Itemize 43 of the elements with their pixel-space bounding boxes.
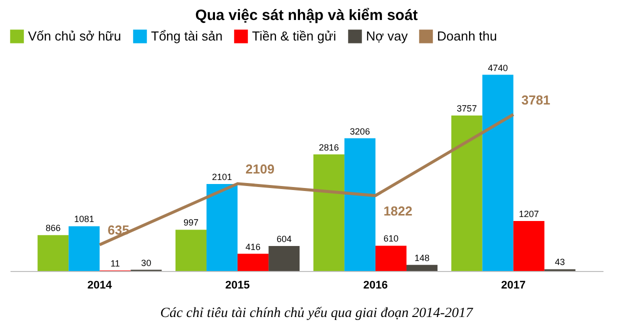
data-label: 2101: [212, 172, 232, 182]
bar: [238, 254, 269, 271]
data-label: 2816: [318, 142, 339, 152]
text: Các chỉ tiêu tài chính chủ yếu qua giai đoạn 2014-2017: [159, 306, 474, 322]
data-label: 610: [383, 234, 398, 244]
bar: [175, 230, 207, 271]
data-label: 3781: [521, 92, 550, 108]
bar: [513, 221, 544, 271]
legend-label: Vốn chủ sở hữu: [28, 28, 122, 44]
data-label: 4740: [488, 62, 508, 73]
data-label: 1207: [518, 209, 539, 220]
bar: [375, 246, 406, 271]
data-label: 1822: [383, 204, 412, 219]
x-tick-label: 2016: [363, 280, 388, 292]
bar: [268, 246, 300, 271]
bar: [451, 115, 482, 271]
bar: [344, 138, 376, 271]
chart-title: Qua việc sát nhập và kiểm soát: [195, 7, 418, 24]
data-label: 416: [246, 242, 261, 252]
data-label: 43: [554, 257, 565, 268]
legend-label: Tiền & tiền gửi: [252, 28, 336, 44]
bar: [38, 235, 69, 271]
legend-label: Nợ vay: [366, 28, 408, 44]
bar: [482, 74, 514, 271]
data-label: 604: [276, 234, 292, 244]
bar: [313, 154, 344, 271]
bar: [206, 184, 238, 271]
bar: [406, 264, 438, 271]
data-label: 11: [110, 258, 120, 269]
data-label: 3757: [456, 103, 477, 114]
data-label: 30: [141, 258, 152, 268]
legend-label: Tổng tài sản: [151, 28, 223, 44]
data-label: 866: [46, 223, 61, 234]
data-label: 2109: [246, 162, 274, 177]
data-label: 148: [414, 252, 430, 263]
data-label: 3206: [350, 126, 370, 136]
data-label: 1081: [74, 214, 94, 224]
data-label: 997: [183, 218, 199, 228]
x-tick-label: 2014: [87, 280, 113, 292]
legend-label: Doanh thu: [437, 28, 497, 44]
bar: [68, 226, 100, 271]
x-tick-label: 2017: [501, 280, 526, 292]
x-tick-label: 2015: [225, 280, 250, 292]
